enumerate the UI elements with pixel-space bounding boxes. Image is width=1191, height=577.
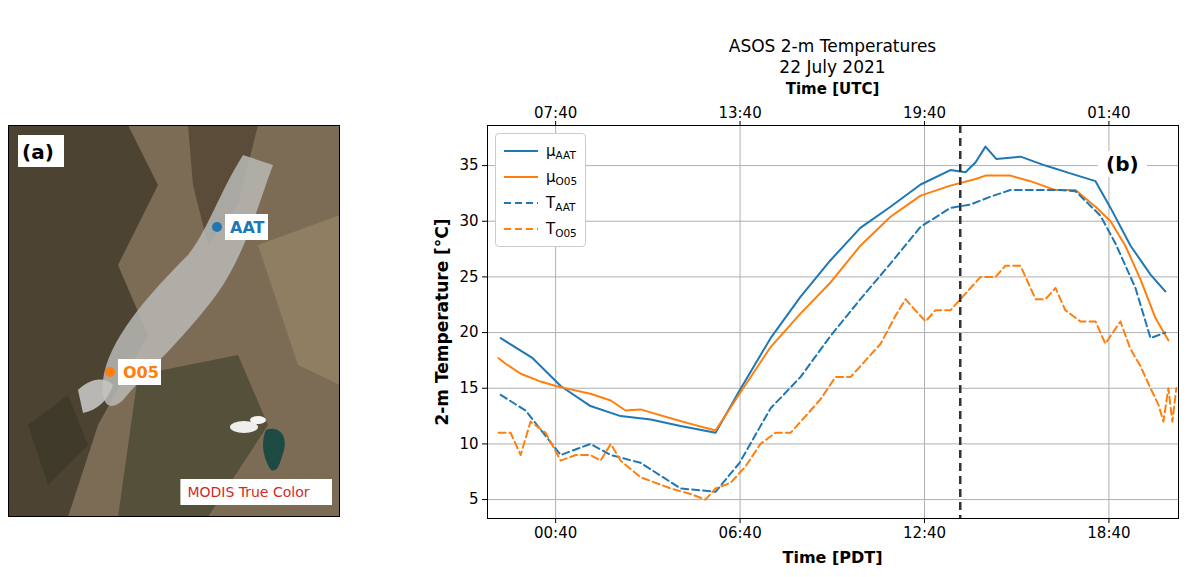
svg-text:19:40: 19:40 [903,104,946,122]
svg-text:5: 5 [469,490,479,508]
svg-text:00:40: 00:40 [534,524,577,542]
svg-text:06:40: 06:40 [718,524,761,542]
svg-text:MODIS True Color: MODIS True Color [187,484,309,500]
svg-text:12:40: 12:40 [903,524,946,542]
html-text:Time [UTC]: Time [UTC] [785,80,880,98]
svg-text:15: 15 [459,379,478,397]
html-text:ASOS 2-m Temperatures: ASOS 2-m Temperatures [728,36,937,56]
svg-text:25: 25 [459,268,478,286]
html-text:μAAT: μAAT [546,142,576,161]
html-text:Time [PDT]: Time [PDT] [782,548,883,567]
svg-text:13:40: 13:40 [718,104,761,122]
svg-text:O05: O05 [123,363,159,382]
svg-text:18:40: 18:40 [1087,524,1130,542]
svg-text:AAT: AAT [230,218,265,237]
svg-text:30: 30 [459,212,478,230]
svg-text:(a): (a) [22,140,54,164]
svg-text:35: 35 [459,156,478,174]
svg-text:10: 10 [459,435,478,453]
html-text:TAAT: TAAT [546,194,576,213]
svg-text:20: 20 [459,323,478,341]
html-text:2-m Temperature [°C]: 2-m Temperature [°C] [432,217,452,426]
html-text:TO05: TO05 [546,220,577,239]
svg-text:01:40: 01:40 [1087,104,1130,122]
html-text:22 July 2021: 22 July 2021 [779,57,886,77]
html-text:μO05: μO05 [546,168,578,187]
html-text:(b): (b) [1106,152,1139,176]
svg-text:07:40: 07:40 [534,104,577,122]
